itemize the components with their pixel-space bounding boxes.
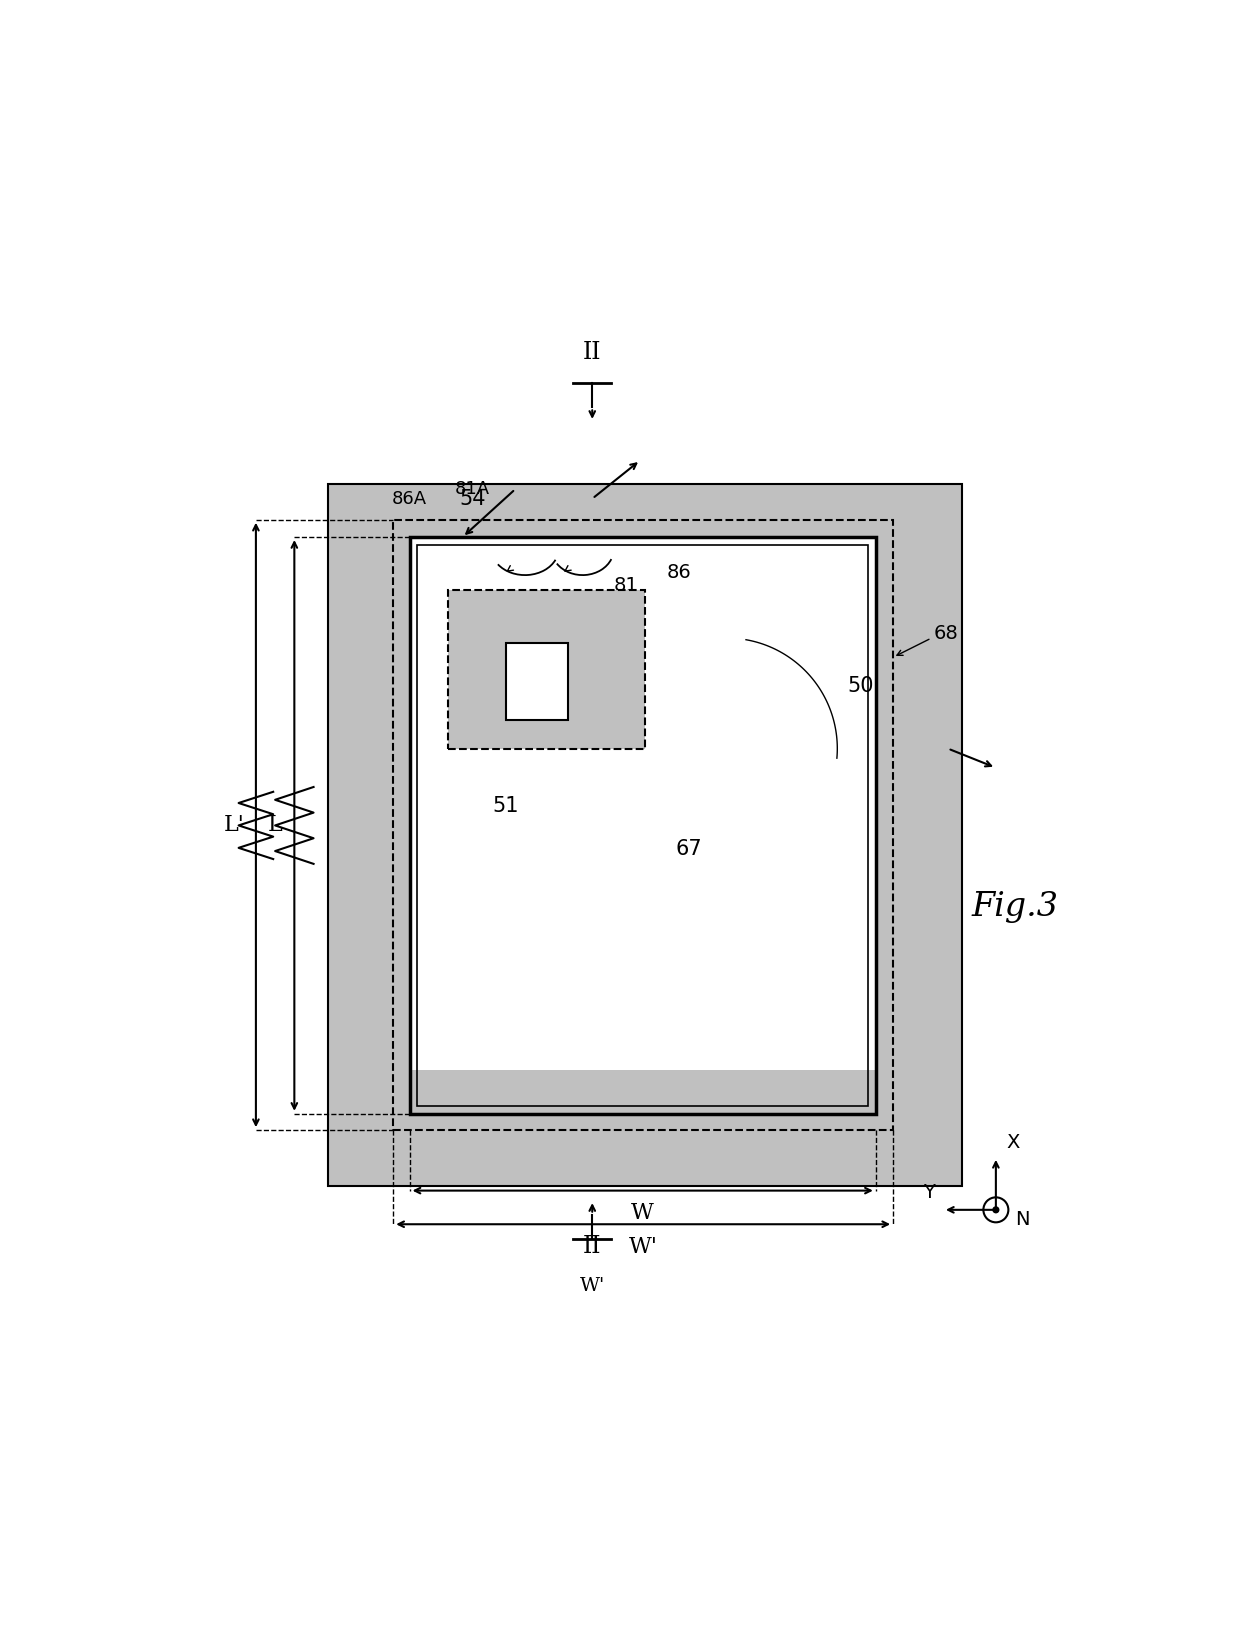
Circle shape [993,1207,998,1212]
Bar [506,644,568,720]
Text: W: W [631,1202,655,1224]
Text: 54: 54 [459,489,485,509]
Text: X: X [1007,1133,1019,1152]
Text: N: N [1016,1211,1029,1228]
Text: 67: 67 [675,840,702,860]
Text: 68: 68 [934,624,959,644]
Text: L: L [268,814,283,837]
Bar [448,590,645,749]
Text: 81A: 81A [455,479,490,499]
Text: W': W' [579,1277,605,1295]
Text: Y: Y [924,1183,935,1202]
Text: W': W' [629,1235,657,1258]
Text: II: II [583,341,601,364]
Bar [327,484,962,1186]
Bar [393,520,893,1129]
Text: L': L' [223,814,244,835]
Bar [409,538,875,1071]
Text: Fig.3: Fig.3 [972,891,1059,923]
Text: 51: 51 [492,796,520,816]
Bar [418,544,868,1107]
Text: 86A: 86A [392,489,428,507]
Text: 50: 50 [847,676,873,696]
Bar [409,1071,875,1113]
Text: 81: 81 [614,575,639,595]
Text: 86: 86 [666,564,691,582]
Text: II: II [583,1235,601,1258]
Bar [409,538,875,1113]
